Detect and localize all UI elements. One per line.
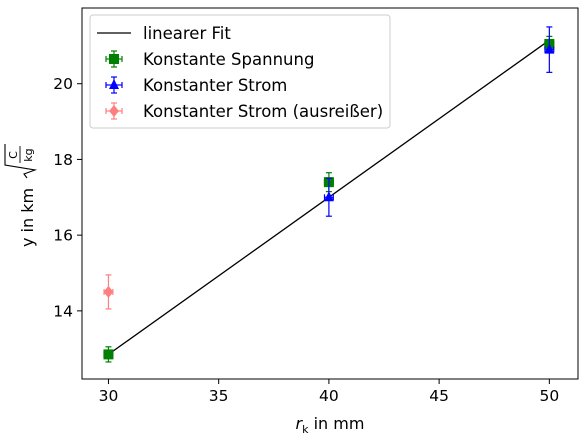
y-axis-label-sqrt-sign (4, 144, 38, 179)
series-3 (103, 274, 114, 310)
y-axis-label: y in km C kg (4, 144, 38, 247)
x-tick-label: 35 (209, 387, 229, 405)
square-marker (103, 349, 114, 360)
legend-item: Konstanter Strom (ausreißer) (105, 102, 383, 121)
x-axis-label-suffix: in mm (309, 414, 365, 433)
legend-label: Konstante Spannung (143, 50, 314, 69)
legend-marker-swatch (105, 102, 123, 120)
legend-label: Konstanter Strom (ausreißer) (143, 102, 383, 121)
y-axis-label-radicand-denominator: kg (22, 148, 35, 161)
legend: linearer Fit Konstante Spannung Konstanter… (89, 14, 391, 129)
legend-item: Konstanter Strom (105, 76, 287, 95)
data-point (544, 26, 555, 73)
legend-diamond-marker (109, 105, 119, 117)
triangle-marker (323, 191, 334, 202)
x-tick-label: 30 (99, 387, 119, 405)
legend-label: linearer Fit (143, 24, 231, 43)
y-axis-label-prefix: y in km (18, 188, 37, 247)
axis-ticks: 30 35 40 45 50 14 16 18 20 (53, 75, 559, 405)
y-tick-label: 18 (53, 151, 73, 169)
y-tick-label: 20 (53, 75, 73, 93)
x-axis-label: rk in mm (296, 414, 365, 436)
legend-item: Konstante Spannung (105, 50, 314, 69)
triangle-marker (544, 43, 555, 54)
y-axis-label-radicand-numerator: C (7, 151, 20, 159)
plot-area (103, 26, 555, 363)
data-point (103, 274, 114, 310)
series-2 (323, 26, 555, 217)
diamond-marker (103, 285, 114, 298)
data-point (323, 177, 334, 217)
x-axis-label-subscript: k (302, 423, 309, 436)
x-axis-label-symbol: r (296, 414, 304, 433)
data-point (103, 346, 114, 363)
legend-triangle-marker (109, 79, 119, 89)
legend-marker-swatch (105, 50, 123, 68)
y-tick-label: 14 (53, 302, 73, 320)
legend-label: Konstanter Strom (143, 76, 287, 95)
x-tick-label: 50 (539, 387, 559, 405)
y-tick-label: 16 (53, 227, 73, 245)
x-tick-label: 45 (429, 387, 449, 405)
legend-square-marker (109, 54, 119, 64)
axes-frame (81, 7, 579, 380)
legend-marker-swatch (105, 76, 123, 94)
x-tick-label: 40 (319, 387, 339, 405)
legend-box (89, 14, 391, 129)
legend-item: linearer Fit (97, 24, 231, 43)
